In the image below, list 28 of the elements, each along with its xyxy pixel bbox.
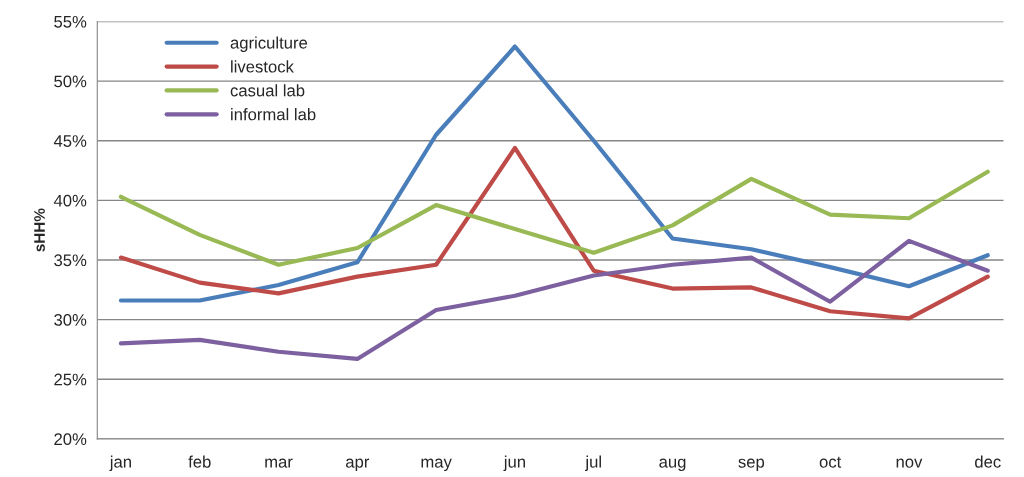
x-tick-label: aug [659, 458, 686, 472]
y-tick-label: 40% [53, 194, 87, 207]
x-tick-label: sep [738, 458, 765, 472]
line-series [118, 238, 990, 362]
y-tick-label: 50% [54, 75, 87, 88]
x-tick-label: mar [265, 458, 293, 468]
x-tick-label: jun [503, 455, 525, 472]
y-tick-label: 25% [54, 373, 87, 386]
x-tick-label: may [421, 458, 452, 472]
legend-label: livestock [231, 60, 294, 73]
y-tick-label: 35% [54, 254, 87, 267]
y-tick-label: 55% [54, 15, 87, 28]
x-tick-label: jan [109, 455, 131, 472]
x-tick-label: feb [188, 455, 211, 468]
x-tick-label: oct [819, 456, 842, 468]
x-tick-label: dec [975, 455, 1001, 468]
y-tick-label: 45% [53, 135, 87, 147]
y-axis-title: sHH% [34, 208, 45, 252]
y-tick-label: 30% [54, 313, 87, 326]
line-series [118, 169, 990, 267]
x-tick-label: jul [585, 455, 601, 472]
legend-label: agriculture [230, 36, 308, 52]
legend-label: informal lab [231, 108, 316, 121]
legend-label: casual lab [230, 84, 305, 97]
line-series [118, 145, 990, 321]
x-tick-label: apr [346, 458, 370, 472]
x-tick-label: nov [896, 458, 923, 468]
y-tick-label: 20% [54, 433, 87, 446]
